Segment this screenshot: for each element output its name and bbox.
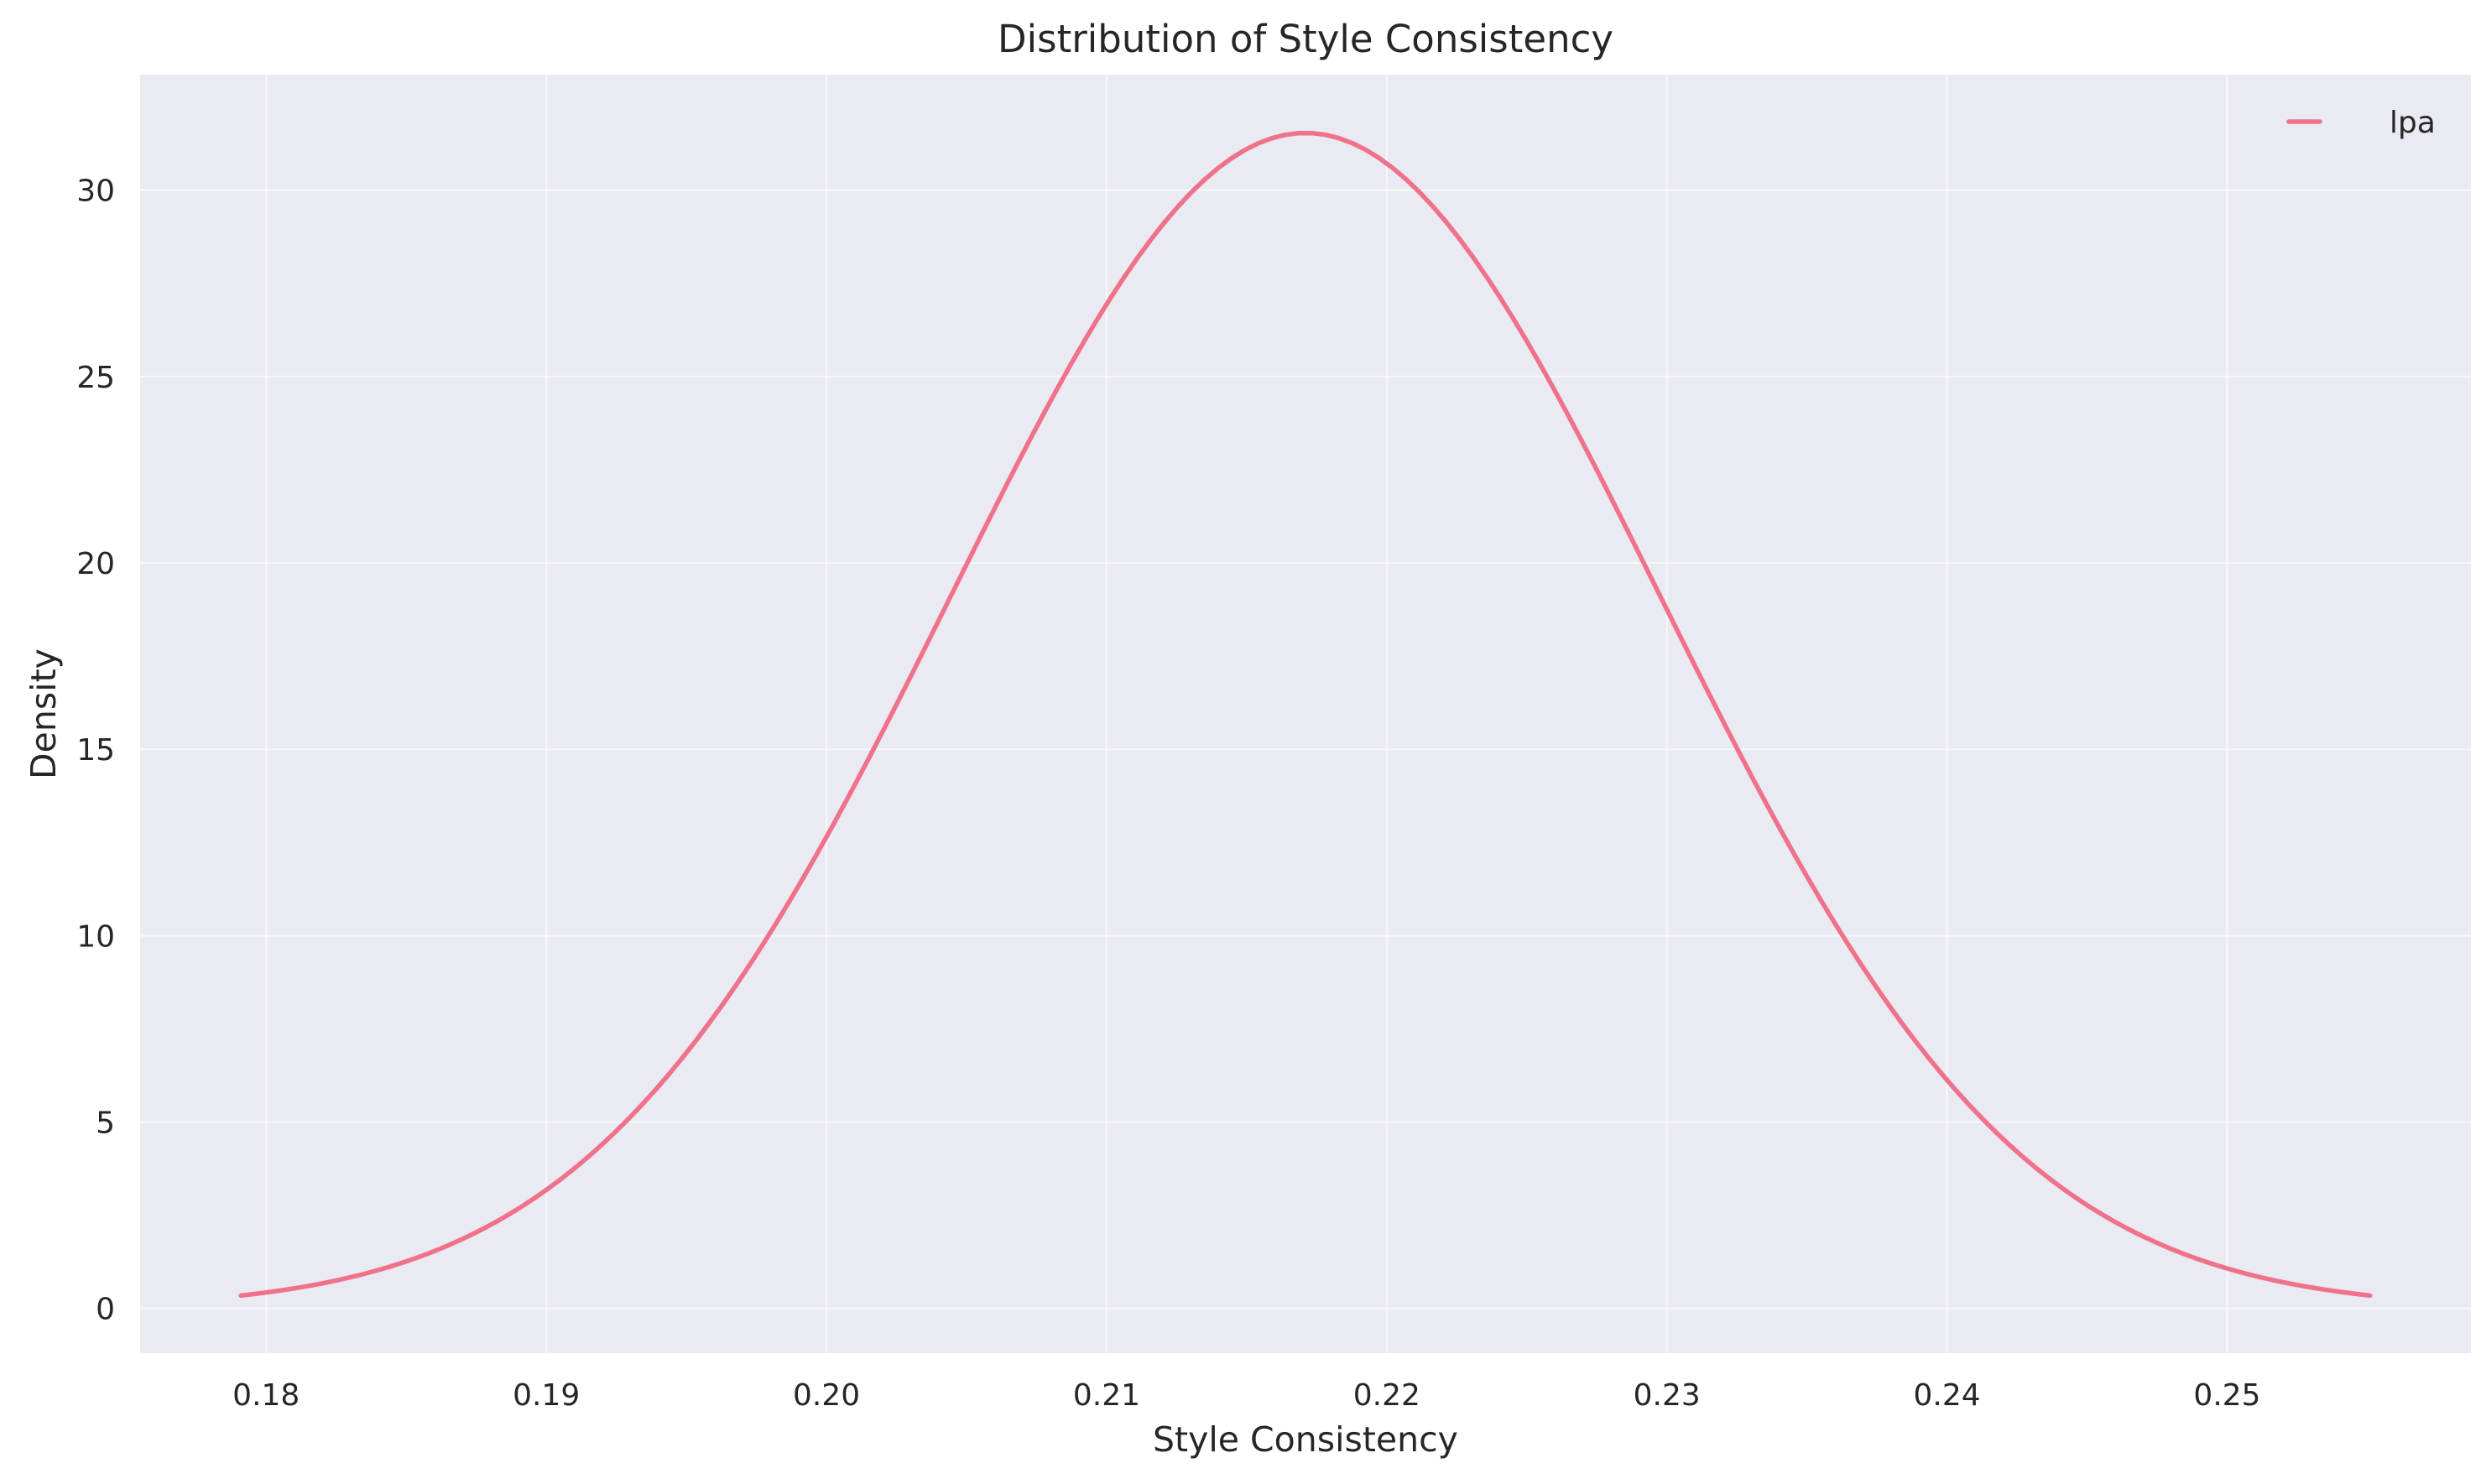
x-tick-label: 0.23 — [1634, 1378, 1701, 1413]
y-tick-label: 10 — [76, 919, 115, 954]
chart-title: Distribution of Style Consistency — [998, 17, 1613, 61]
y-tick-label: 25 — [76, 361, 115, 395]
x-tick-label: 0.19 — [513, 1378, 580, 1413]
x-tick-label: 0.18 — [232, 1378, 300, 1413]
x-axis-label: Style Consistency — [1153, 1419, 1458, 1460]
y-tick-label: 30 — [76, 174, 115, 209]
series-line-lpa — [238, 130, 2373, 1299]
x-tick-label: 0.20 — [793, 1378, 860, 1413]
x-tick-label: 0.21 — [1073, 1378, 1140, 1413]
y-tick-labels: 0 5 10 15 20 25 30 — [76, 174, 115, 1327]
y-tick-label: 15 — [76, 733, 115, 768]
x-tick-label: 0.24 — [1914, 1378, 1981, 1413]
y-tick-label: 5 — [96, 1106, 115, 1141]
x-tick-labels: 0.18 0.19 0.20 0.21 0.22 0.23 0.24 0.25 — [232, 1378, 2260, 1413]
y-tick-label: 20 — [76, 547, 115, 581]
y-tick-label: 0 — [96, 1293, 115, 1327]
plot-background — [140, 75, 2471, 1353]
legend: lpa — [2286, 106, 2436, 140]
y-axis-label: Density — [23, 648, 64, 779]
x-tick-label: 0.22 — [1353, 1378, 1420, 1413]
x-tick-label: 0.25 — [2193, 1378, 2260, 1413]
legend-label-lpa: lpa — [2389, 106, 2436, 140]
grid — [140, 75, 2471, 1353]
